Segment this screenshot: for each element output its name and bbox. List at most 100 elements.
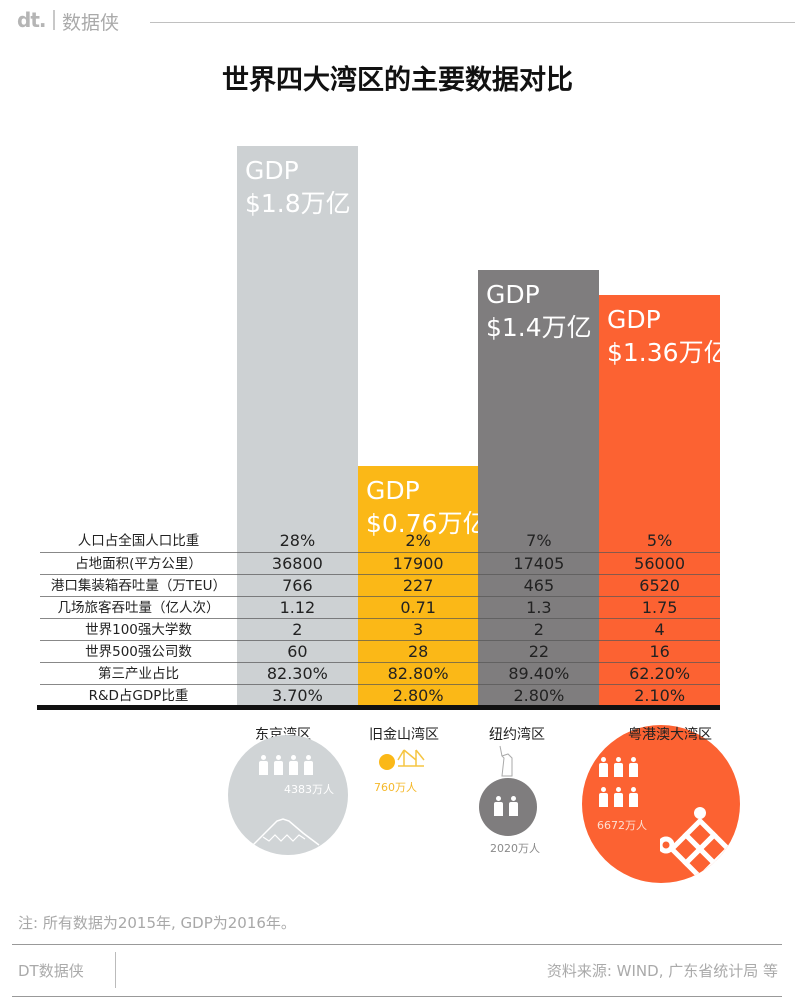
person-icon xyxy=(509,796,518,816)
logo-divider xyxy=(53,10,55,30)
table-row: 港口集装箱吞吐量（万TEU） 766 227 465 6520 xyxy=(40,575,720,597)
cell: 3 xyxy=(413,620,424,639)
row-divider xyxy=(40,596,720,597)
gdp-title: GDP xyxy=(245,156,299,185)
footer-rule-bottom xyxy=(12,996,782,997)
logo-text: 数据侠 xyxy=(62,12,120,34)
cell: 1.12 xyxy=(279,598,316,617)
cell: 4 xyxy=(654,620,665,639)
row-label: 世界100强大学数 xyxy=(85,622,192,638)
people-icons xyxy=(491,796,521,820)
region-name-gba: 粤港澳大湾区 xyxy=(628,727,712,743)
cell: 2% xyxy=(405,531,431,550)
table-row: 占地面积(平方公里） 36800 17900 17405 56000 xyxy=(40,553,720,575)
cell: 5% xyxy=(646,531,673,550)
region-name-newyork: 纽约湾区 xyxy=(489,727,545,743)
cell: 2 xyxy=(533,620,544,639)
gdp-value: $1.4万亿 xyxy=(486,313,592,342)
cell: 82.80% xyxy=(387,664,449,683)
person-icon xyxy=(629,757,638,777)
bar-newyork: GDP $1.4万亿 xyxy=(478,270,599,707)
row-divider xyxy=(40,684,720,685)
cell: 62.20% xyxy=(629,664,691,683)
cell: 227 xyxy=(402,576,434,595)
cell: 3.70% xyxy=(271,686,323,705)
table-row: 第三产业占比 82.30% 82.80% 89.40% 62.20% xyxy=(40,663,720,685)
statue-of-liberty-icon xyxy=(499,745,513,777)
person-icon xyxy=(629,787,638,807)
row-divider xyxy=(40,640,720,641)
population-value-sanfrancisco: 760万人 xyxy=(374,781,417,794)
table-row: 人口占全国人口比重 28% 2% 7% 5% xyxy=(40,530,720,552)
person-icon xyxy=(304,755,313,775)
row-label: 港口集装箱吞吐量（万TEU） xyxy=(50,578,227,594)
population-circle-tokyo: 4383万人 xyxy=(228,735,348,855)
gdp-value: $1.36万亿 xyxy=(607,338,729,367)
cell: 465 xyxy=(523,576,555,595)
gdp-label: GDP $1.8万亿 xyxy=(245,154,351,220)
person-icon xyxy=(599,757,608,777)
cell: 60 xyxy=(287,642,308,661)
cell: 56000 xyxy=(634,554,686,573)
gdp-value: $0.76万亿 xyxy=(366,509,488,538)
footer-divider xyxy=(115,952,116,988)
person-icon xyxy=(614,787,623,807)
table-row: R&D占GDP比重 3.70% 2.80% 2.80% 2.10% xyxy=(40,685,720,707)
row-divider xyxy=(40,662,720,663)
cell: 766 xyxy=(282,576,313,595)
person-icon xyxy=(289,755,298,775)
gdp-label: GDP $1.36万亿 xyxy=(607,303,729,369)
cell: 89.40% xyxy=(508,664,570,683)
cell: 6520 xyxy=(639,576,680,595)
cell: 7% xyxy=(526,531,552,550)
person-icon xyxy=(259,755,268,775)
people-icons xyxy=(256,755,316,779)
cell: 2.10% xyxy=(634,686,686,705)
data-source: 资料来源: WIND, 广东省统计局 等 xyxy=(546,962,778,980)
population-value-newyork: 2020万人 xyxy=(490,842,540,855)
gdp-value: $1.8万亿 xyxy=(245,189,351,218)
people-icons xyxy=(596,757,641,781)
bar-tokyo: GDP $1.8万亿 xyxy=(237,146,358,707)
cell: 1.75 xyxy=(641,598,678,617)
cell: 0.71 xyxy=(400,598,436,617)
mount-fuji-icon xyxy=(253,818,320,846)
table-row: 世界500强公司数 60 28 22 16 xyxy=(40,641,720,663)
population-circle-gba: 6672万人 xyxy=(582,725,740,883)
bar-sanfrancisco: GDP $0.76万亿 xyxy=(358,466,488,707)
people-icons xyxy=(596,787,641,811)
cell: 82.30% xyxy=(266,664,328,683)
footer-rule-top xyxy=(12,944,782,945)
cell: 17900 xyxy=(392,554,444,573)
dt-logo-mark: dt. xyxy=(17,8,47,32)
cell: 36800 xyxy=(271,554,323,573)
footnote: 注: 所有数据为2015年, GDP为2016年。 xyxy=(18,914,296,932)
gdp-label: GDP $1.4万亿 xyxy=(486,278,592,344)
table-row: 世界100强大学数 2 3 2 4 xyxy=(40,619,720,641)
cell: 28 xyxy=(407,642,429,661)
table-row: 几场旅客吞吐量（亿人次） 1.12 0.71 1.3 1.75 xyxy=(40,597,720,619)
golden-gate-bridge-icon xyxy=(397,749,425,767)
person-icon xyxy=(614,757,623,777)
footer-brand: DT数据侠 xyxy=(18,962,84,980)
person-icon xyxy=(494,796,503,816)
row-divider xyxy=(40,618,720,619)
person-icon xyxy=(274,755,283,775)
region-name-sanfrancisco: 旧金山湾区 xyxy=(369,727,439,743)
chart-title: 世界四大湾区的主要数据对比 xyxy=(222,65,573,96)
population-value: 4383万人 xyxy=(284,783,334,796)
cell: 17405 xyxy=(513,554,565,573)
table-baseline xyxy=(37,705,720,710)
cell: 16 xyxy=(649,642,670,661)
cell: 2 xyxy=(292,620,303,639)
cell: 22 xyxy=(528,642,550,661)
gdp-title: GDP xyxy=(486,280,540,309)
cell: 1.3 xyxy=(526,598,552,617)
cell: 2.80% xyxy=(392,686,444,705)
person-icon xyxy=(599,787,608,807)
row-label: 几场旅客吞吐量（亿人次） xyxy=(57,600,220,616)
row-divider xyxy=(40,552,720,553)
row-label: R&D占GDP比重 xyxy=(88,688,189,704)
population-circle-sanfrancisco xyxy=(379,754,395,770)
header-rule xyxy=(150,22,795,23)
